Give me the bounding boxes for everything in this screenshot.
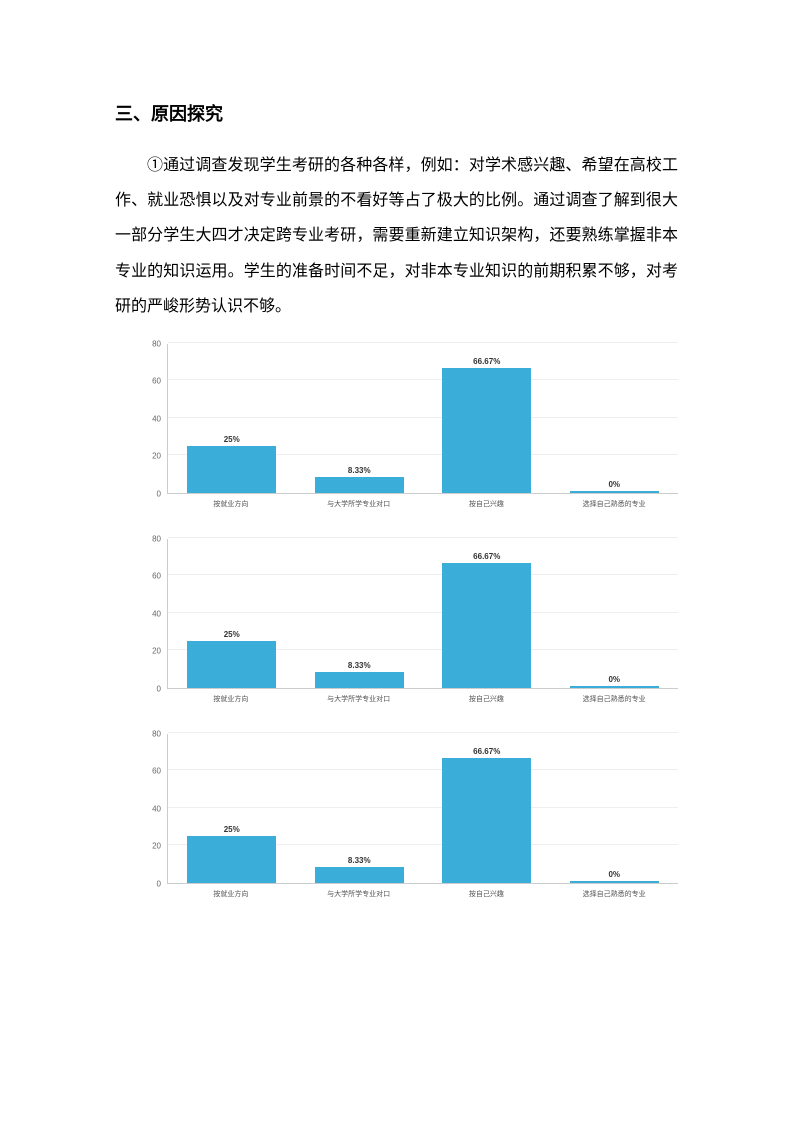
- bar-chart: 02040608025%8.33%66.67%0%按就业方向与大学所学专业对口按…: [135, 539, 678, 724]
- bar-value-label: 8.33%: [348, 856, 371, 865]
- y-tick-label: 40: [152, 609, 161, 618]
- bar-value-label: 8.33%: [348, 661, 371, 670]
- bar-value-label: 66.67%: [473, 552, 500, 561]
- x-axis-labels: 按就业方向与大学所学专业对口按自己兴趣选择自己熟悉的专业: [167, 499, 678, 509]
- bar-slot: 0%: [551, 870, 679, 883]
- gridline: [168, 342, 678, 343]
- charts-container: 02040608025%8.33%66.67%0%按就业方向与大学所学专业对口按…: [135, 344, 678, 919]
- bar-slot: 25%: [168, 435, 296, 493]
- x-tick-label: 按就业方向: [167, 889, 295, 899]
- bar-slot: 0%: [551, 675, 679, 688]
- x-tick-label: 按就业方向: [167, 694, 295, 704]
- x-tick-label: 与大学所学专业对口: [295, 694, 423, 704]
- bars-row: 25% 8.33% 66.67% 0%: [168, 539, 678, 688]
- x-tick-label: 与大学所学专业对口: [295, 889, 423, 899]
- bar-rect: [315, 867, 404, 883]
- y-tick-label: 0: [157, 879, 161, 888]
- bar-value-label: 0%: [608, 480, 620, 489]
- bar-chart: 02040608025%8.33%66.67%0%按就业方向与大学所学专业对口按…: [135, 734, 678, 919]
- bar-value-label: 0%: [608, 870, 620, 879]
- x-tick-label: 选择自己熟悉的专业: [550, 694, 678, 704]
- gridline: [168, 732, 678, 733]
- plot-area: 25% 8.33% 66.67% 0%: [167, 734, 678, 884]
- bar-rect: [442, 368, 531, 493]
- bar-rect: [187, 836, 276, 883]
- x-tick-label: 与大学所学专业对口: [295, 499, 423, 509]
- bar-slot: 8.33%: [296, 466, 424, 493]
- bar-rect: [442, 758, 531, 883]
- bar-value-label: 8.33%: [348, 466, 371, 475]
- y-tick-label: 20: [152, 647, 161, 656]
- body-paragraph: ①通过调查发现学生考研的各种各样，例如：对学术感兴趣、希望在高校工作、就业恐惧以…: [115, 148, 678, 324]
- bar-slot: 25%: [168, 630, 296, 688]
- x-tick-label: 选择自己熟悉的专业: [550, 889, 678, 899]
- bar-slot: 66.67%: [423, 747, 551, 883]
- bar-value-label: 0%: [608, 675, 620, 684]
- x-tick-label: 按就业方向: [167, 499, 295, 509]
- bars-row: 25% 8.33% 66.67% 0%: [168, 344, 678, 493]
- x-axis-labels: 按就业方向与大学所学专业对口按自己兴趣选择自己熟悉的专业: [167, 694, 678, 704]
- bar-rect: [315, 672, 404, 688]
- y-tick-label: 0: [157, 684, 161, 693]
- x-tick-label: 按自己兴趣: [423, 694, 551, 704]
- bar-rect: [570, 686, 659, 688]
- y-tick-label: 40: [152, 414, 161, 423]
- bar-slot: 8.33%: [296, 856, 424, 883]
- y-axis: 020406080: [135, 734, 163, 884]
- x-tick-label: 按自己兴趣: [423, 889, 551, 899]
- bar-rect: [442, 563, 531, 688]
- bar-value-label: 66.67%: [473, 357, 500, 366]
- section-heading: 三、原因探究: [115, 100, 678, 126]
- bars-row: 25% 8.33% 66.67% 0%: [168, 734, 678, 883]
- plot-area: 25% 8.33% 66.67% 0%: [167, 539, 678, 689]
- plot-area: 25% 8.33% 66.67% 0%: [167, 344, 678, 494]
- bar-value-label: 25%: [224, 435, 240, 444]
- y-tick-label: 80: [152, 729, 161, 738]
- bar-rect: [187, 446, 276, 493]
- y-tick-label: 20: [152, 842, 161, 851]
- y-tick-label: 60: [152, 377, 161, 386]
- y-tick-label: 0: [157, 489, 161, 498]
- bar-value-label: 25%: [224, 630, 240, 639]
- y-axis: 020406080: [135, 344, 163, 494]
- y-tick-label: 80: [152, 534, 161, 543]
- y-tick-label: 20: [152, 452, 161, 461]
- bar-slot: 66.67%: [423, 552, 551, 688]
- bar-rect: [187, 641, 276, 688]
- x-axis-labels: 按就业方向与大学所学专业对口按自己兴趣选择自己熟悉的专业: [167, 889, 678, 899]
- bar-rect: [570, 491, 659, 493]
- bar-rect: [315, 477, 404, 493]
- bar-slot: 25%: [168, 825, 296, 883]
- bar-slot: 66.67%: [423, 357, 551, 493]
- y-tick-label: 60: [152, 572, 161, 581]
- x-tick-label: 按自己兴趣: [423, 499, 551, 509]
- bar-slot: 8.33%: [296, 661, 424, 688]
- bar-value-label: 66.67%: [473, 747, 500, 756]
- y-axis: 020406080: [135, 539, 163, 689]
- gridline: [168, 537, 678, 538]
- y-tick-label: 40: [152, 804, 161, 813]
- y-tick-label: 60: [152, 767, 161, 776]
- y-tick-label: 80: [152, 339, 161, 348]
- bar-chart: 02040608025%8.33%66.67%0%按就业方向与大学所学专业对口按…: [135, 344, 678, 529]
- x-tick-label: 选择自己熟悉的专业: [550, 499, 678, 509]
- bar-rect: [570, 881, 659, 883]
- bar-value-label: 25%: [224, 825, 240, 834]
- bar-slot: 0%: [551, 480, 679, 493]
